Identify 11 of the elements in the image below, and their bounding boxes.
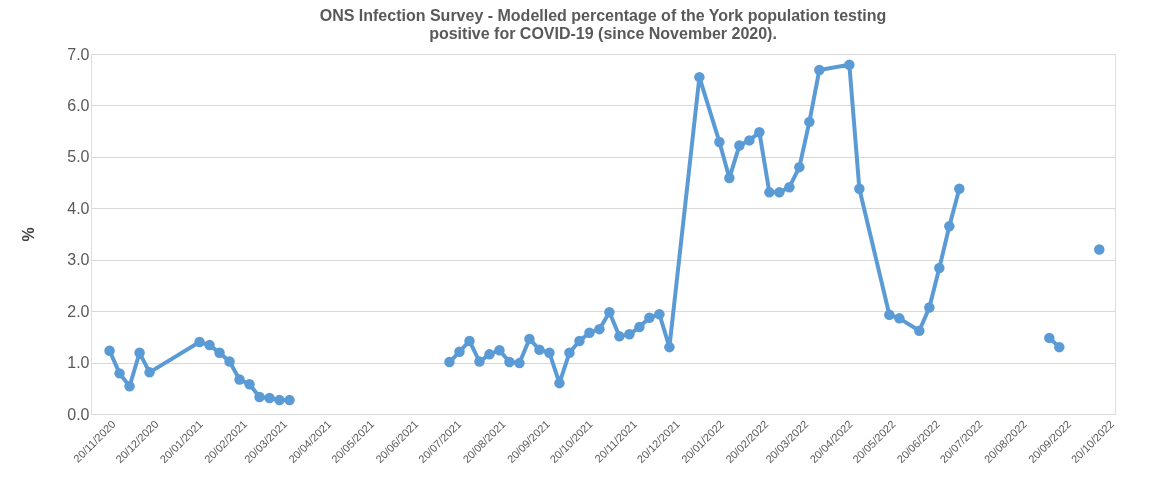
text: positive for COVID-19 (since November 2020). — [429, 25, 777, 42]
y-tick-label: 4.0 — [67, 199, 90, 217]
y-tick-label: 5.0 — [67, 148, 90, 166]
y-tick-label: 6.0 — [67, 96, 90, 114]
y-tick-label: 3.0 — [67, 251, 90, 269]
text: ONS Infection Survey - Modelled percentage of the York population testing — [319, 7, 887, 24]
y-tick-label: 0.0 — [67, 405, 90, 423]
y-tick-label: 7.0 — [67, 45, 90, 63]
y-axis-title: % — [20, 227, 38, 242]
y-tick-label: 2.0 — [67, 302, 90, 320]
y-tick-label: 1.0 — [67, 354, 90, 372]
